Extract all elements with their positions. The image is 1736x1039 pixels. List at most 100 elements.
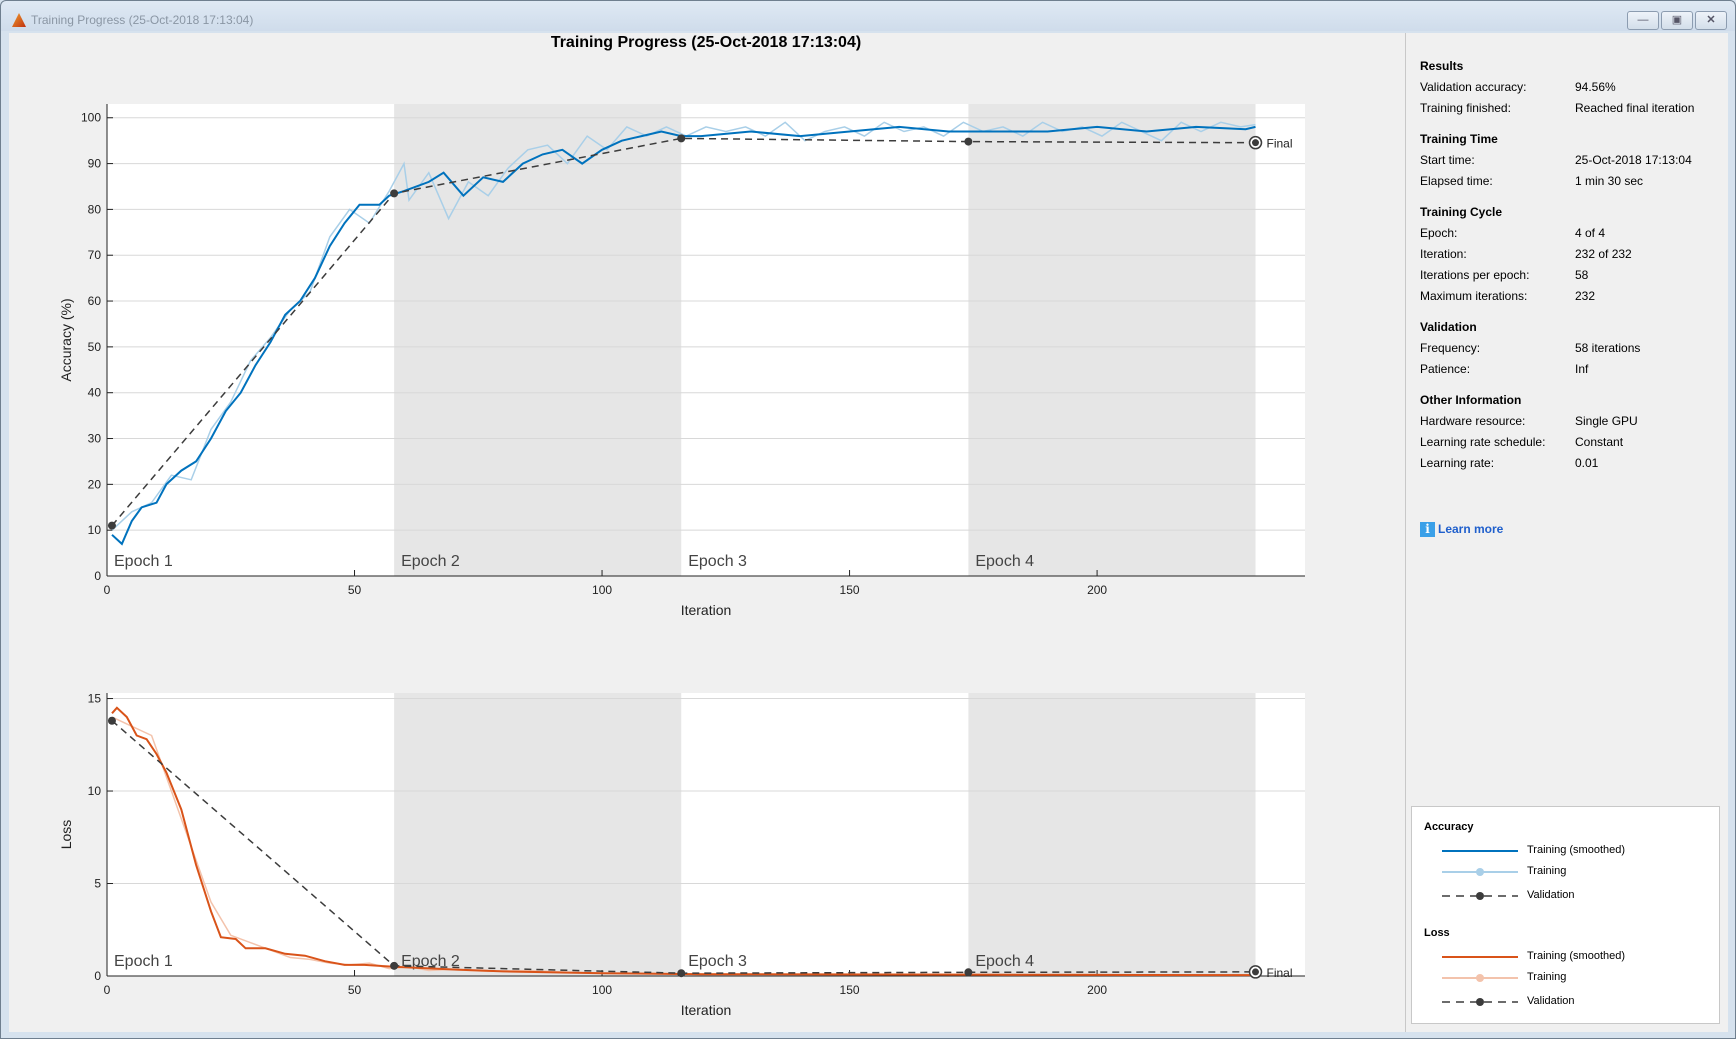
legend-marker (1476, 998, 1484, 1006)
x-tick-label: 200 (1087, 583, 1107, 597)
validation-point (390, 189, 399, 198)
accuracy-axes: 0 10 20 30 40 50 60 70 80 90 100 0 50 100 150 200 Iterat… (58, 104, 1305, 618)
validation-point (964, 137, 973, 146)
legend-swatch (1442, 974, 1518, 982)
info-label: Learning rate: (1420, 456, 1495, 470)
info-icon: i (1420, 522, 1435, 537)
legend-label: Training (smoothed) (1527, 950, 1626, 962)
final-label: Final (1266, 137, 1292, 151)
legend-marker (1476, 868, 1484, 876)
learn-more-link[interactable]: i Learn more (1420, 522, 1503, 537)
info-row: Learning rate schedule: Constant (1420, 435, 1720, 449)
epoch-label: Epoch 1 (114, 953, 173, 970)
legend-box: Accuracy Training (smoothed) Training Valid… (1411, 806, 1720, 1024)
y-tick-label: 20 (88, 477, 102, 491)
x-axis-label: Iteration (681, 1002, 732, 1018)
info-value: Inf (1575, 362, 1589, 376)
legend-swatch (1442, 868, 1518, 876)
legend-swatch (1442, 956, 1518, 958)
info-row: Start time: 25-Oct-2018 17:13:04 (1420, 153, 1720, 167)
info-label: Epoch: (1420, 226, 1458, 240)
final-marker (1251, 968, 1259, 976)
section-heading: Training Time (1420, 132, 1498, 146)
info-value: 4 of 4 (1575, 226, 1606, 240)
x-tick-label: 100 (592, 583, 612, 597)
validation-point (390, 961, 399, 970)
info-value: Single GPU (1575, 414, 1638, 428)
y-tick-label: 60 (88, 294, 102, 308)
info-value: 94.56% (1575, 80, 1616, 94)
info-panel: Results Validation accuracy: 94.56% Trainin… (1405, 33, 1729, 1032)
info-label: Start time: (1420, 153, 1475, 167)
epoch-label: Epoch 3 (688, 953, 747, 970)
legend-label: Validation (1527, 889, 1575, 901)
legend-swatch (1442, 998, 1518, 1006)
validation-point (677, 969, 686, 978)
info-value: 58 iterations (1575, 341, 1641, 355)
epoch-shade (968, 693, 1256, 976)
plot-title: Training Progress (25-Oct-2018 17:13:04) (550, 34, 862, 51)
maximize-button[interactable]: ▣ (1661, 11, 1693, 30)
section-heading: Other Information (1420, 393, 1522, 407)
section-heading: Validation (1420, 320, 1477, 334)
x-tick-label: 50 (348, 983, 362, 997)
minimize-button[interactable]: — (1627, 11, 1659, 30)
x-axis-label: Iteration (681, 602, 732, 618)
info-value: 58 (1575, 268, 1589, 282)
info-value: 232 (1575, 289, 1596, 303)
legend-group-title: Accuracy (1424, 821, 1474, 833)
epoch-label: Epoch 3 (688, 553, 747, 570)
epoch-shade (394, 104, 682, 576)
y-tick-label: 40 (88, 386, 102, 400)
epoch-label: Epoch 2 (401, 953, 460, 970)
legend-swatch (1442, 850, 1518, 852)
info-row: Patience: Inf (1420, 362, 1720, 376)
info-label: Iteration: (1420, 247, 1467, 261)
learn-more-text[interactable]: Learn more (1438, 522, 1504, 536)
x-tick-label: 150 (840, 583, 860, 597)
info-label: Patience: (1420, 362, 1471, 376)
info-row: Elapsed time: 1 min 30 sec (1420, 174, 1720, 188)
epoch-shade (394, 693, 682, 976)
x-tick-label: 200 (1087, 983, 1107, 997)
matlab-app-icon (12, 13, 26, 27)
section-heading: Results (1420, 59, 1464, 73)
info-value: 25-Oct-2018 17:13:04 (1575, 153, 1692, 167)
info-row: Learning rate: 0.01 (1420, 456, 1720, 470)
epoch-label: Epoch 2 (401, 553, 460, 570)
info-label: Learning rate schedule: (1420, 435, 1546, 449)
info-value: 232 of 232 (1575, 247, 1632, 261)
x-tick-label: 0 (104, 583, 111, 597)
legend-group-title: Loss (1424, 927, 1450, 939)
info-label: Iterations per epoch: (1420, 268, 1530, 282)
info-label: Frequency: (1420, 341, 1481, 355)
epoch-label: Epoch 4 (975, 553, 1034, 570)
info-label: Maximum iterations: (1420, 289, 1528, 303)
info-row: Training finished: Reached final iteratio… (1420, 101, 1720, 115)
validation-point (964, 968, 973, 977)
legend-marker (1476, 892, 1484, 900)
y-tick-label: 5 (94, 877, 101, 891)
info-value: 1 min 30 sec (1575, 174, 1644, 188)
info-row: Frequency: 58 iterations (1420, 341, 1720, 355)
window-title: Training Progress (25-Oct-2018 17:13:04) (31, 13, 254, 27)
info-value: Constant (1575, 435, 1624, 449)
y-tick-label: 80 (88, 202, 102, 216)
close-button[interactable]: ✕ (1695, 11, 1727, 30)
epoch-shade (968, 104, 1256, 576)
loss-training-smoothed-line (111, 706, 1256, 977)
final-label: Final (1266, 966, 1292, 980)
legend-label: Training (smoothed) (1527, 844, 1626, 856)
x-tick-label: 50 (348, 583, 362, 597)
info-row: Iteration: 232 of 232 (1420, 247, 1720, 261)
info-row: Iterations per epoch: 58 (1420, 268, 1720, 282)
y-tick-label: 100 (81, 111, 101, 125)
accuracy-training-smoothed-line (111, 125, 1256, 546)
y-tick-label: 90 (88, 157, 102, 171)
info-row: Maximum iterations: 232 (1420, 289, 1720, 303)
info-label: Hardware resource: (1420, 414, 1526, 428)
legend-marker (1476, 974, 1484, 982)
epoch-label: Epoch 4 (975, 953, 1034, 970)
